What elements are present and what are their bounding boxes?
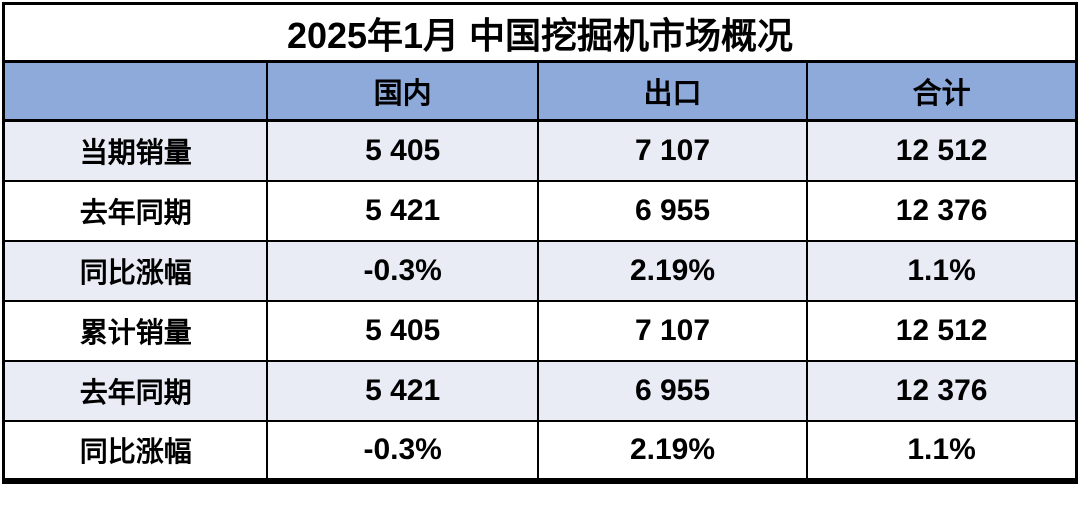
row-label: 当期销量 [2, 119, 269, 182]
row-yoy-change-1: 同比涨幅 -0.3% 2.19% 1.1% [2, 239, 1078, 302]
row-yoy-change-2: 同比涨幅 -0.3% 2.19% 1.1% [2, 419, 1078, 482]
cell-export: 2.19% [536, 239, 809, 302]
cell-export: 7 107 [536, 299, 809, 362]
table-title: 2025年1月 中国挖掘机市场概况 [2, 2, 1078, 63]
cell-total: 12 512 [806, 299, 1078, 362]
cell-total: 12 376 [806, 179, 1078, 242]
row-label: 累计销量 [2, 299, 269, 362]
cell-export: 7 107 [536, 119, 809, 182]
row-label: 同比涨幅 [2, 419, 269, 482]
row-cumulative-sales: 累计销量 5 405 7 107 12 512 [2, 299, 1078, 362]
market-table: 2025年1月 中国挖掘机市场概况 国内 出口 合计 当期销量 5 405 7 … [2, 2, 1078, 484]
header-total: 合计 [806, 60, 1078, 122]
row-last-year-same-period-1: 去年同期 5 421 6 955 12 376 [2, 179, 1078, 242]
cell-domestic: 5 405 [266, 299, 539, 362]
cell-domestic: -0.3% [266, 419, 539, 482]
cell-total: 12 512 [806, 119, 1078, 182]
title-row: 2025年1月 中国挖掘机市场概况 [2, 2, 1078, 63]
row-label: 去年同期 [2, 359, 269, 422]
header-blank-cell [2, 60, 269, 122]
cell-domestic: 5 405 [266, 119, 539, 182]
cell-export: 6 955 [536, 179, 809, 242]
cell-domestic: 5 421 [266, 359, 539, 422]
cell-domestic: 5 421 [266, 179, 539, 242]
cell-total: 12 376 [806, 359, 1078, 422]
column-header-row: 国内 出口 合计 [2, 60, 1078, 122]
cell-export: 6 955 [536, 359, 809, 422]
cell-total: 1.1% [806, 239, 1078, 302]
header-export: 出口 [536, 60, 809, 122]
row-current-sales: 当期销量 5 405 7 107 12 512 [2, 119, 1078, 182]
header-domestic: 国内 [266, 60, 539, 122]
row-last-year-same-period-2: 去年同期 5 421 6 955 12 376 [2, 359, 1078, 422]
row-label: 同比涨幅 [2, 239, 269, 302]
cell-total: 1.1% [806, 419, 1078, 482]
cell-domestic: -0.3% [266, 239, 539, 302]
cell-export: 2.19% [536, 419, 809, 482]
row-label: 去年同期 [2, 179, 269, 242]
